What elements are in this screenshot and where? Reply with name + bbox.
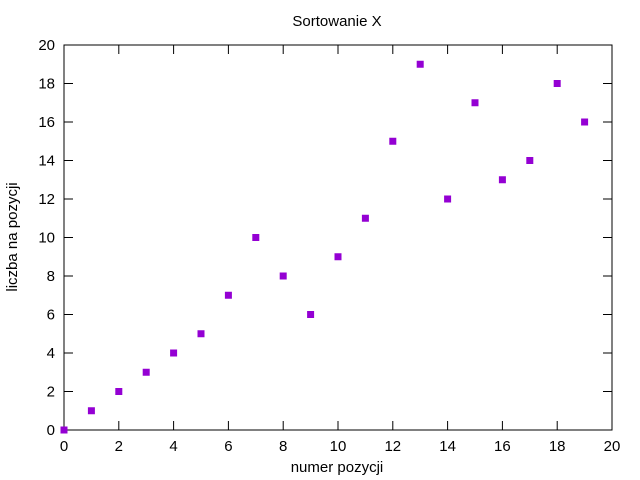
- data-point: [87, 407, 95, 415]
- data-point: [581, 118, 589, 126]
- y-axis-title: liczba na pozycji: [4, 182, 21, 291]
- axis-ticks: [63, 44, 613, 431]
- y-tick-label: 2: [47, 384, 55, 401]
- data-point: [197, 330, 205, 338]
- x-tick-label: 4: [169, 438, 177, 455]
- data-point: [60, 426, 68, 434]
- x-tick-label: 14: [439, 438, 456, 455]
- data-point: [252, 234, 260, 241]
- y-tick-label: 4: [47, 345, 55, 362]
- x-tick-label: 6: [224, 438, 232, 455]
- y-tick-label: 12: [38, 191, 55, 208]
- y-tick-label: 0: [47, 422, 55, 439]
- data-point: [361, 214, 369, 222]
- y-tick-label: 20: [38, 37, 55, 54]
- data-point: [142, 368, 150, 376]
- x-tick-label: 10: [330, 438, 347, 455]
- data-point: [224, 291, 232, 299]
- y-tick-label: 6: [47, 307, 55, 324]
- y-tick-label: 18: [38, 76, 55, 93]
- x-axis-title: numer pozycji: [291, 459, 384, 476]
- chart-title: Sortowanie X: [292, 13, 381, 30]
- data-point: [444, 195, 452, 203]
- data-point: [553, 80, 561, 87]
- data-point: [170, 349, 178, 357]
- data-point: [498, 176, 506, 184]
- x-tick-label: 8: [279, 438, 287, 455]
- y-tick-label: 10: [38, 230, 55, 247]
- y-tick-label: 16: [38, 114, 55, 131]
- x-tick-label: 0: [60, 438, 68, 455]
- data-point: [279, 272, 287, 280]
- data-point: [471, 99, 479, 107]
- x-tick-label: 18: [549, 438, 566, 455]
- x-tick-label: 16: [494, 438, 511, 455]
- data-points: [60, 60, 589, 434]
- axis-tick-labels: 0 2 4 6 8 10 12 14 16 18 20 0 2 4 6 8 10 12 14 16 18 20: [38, 37, 620, 455]
- data-point: [389, 137, 397, 145]
- data-point: [307, 311, 315, 318]
- data-point: [334, 253, 342, 261]
- data-point: [416, 60, 424, 68]
- y-tick-label: 8: [47, 268, 55, 285]
- x-tick-label: 12: [384, 438, 401, 455]
- x-tick-label: 20: [604, 438, 621, 455]
- y-tick-label: 14: [38, 153, 55, 170]
- x-tick-label: 2: [115, 438, 123, 455]
- data-point: [115, 388, 123, 395]
- data-point: [526, 157, 534, 164]
